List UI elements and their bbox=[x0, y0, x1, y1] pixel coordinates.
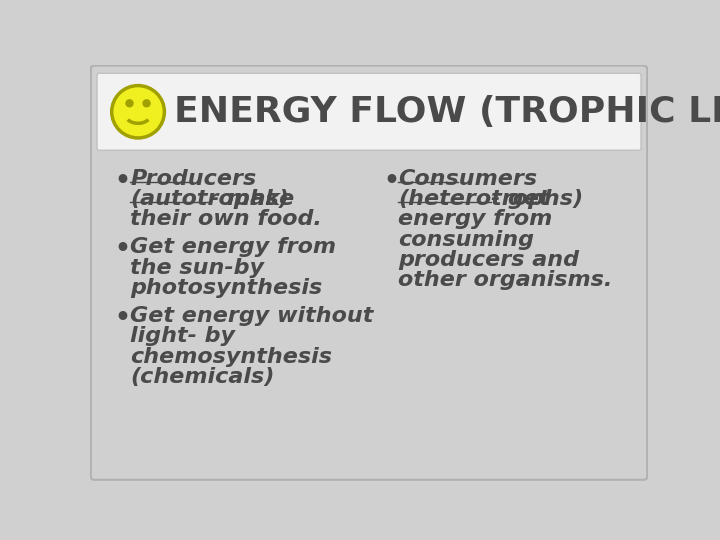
Text: Producers: Producers bbox=[130, 168, 256, 189]
Text: Get energy from: Get energy from bbox=[130, 238, 336, 258]
Text: the sun-by: the sun-by bbox=[130, 258, 264, 278]
Circle shape bbox=[112, 85, 164, 138]
Text: (chemicals): (chemicals) bbox=[130, 367, 274, 387]
Text: •: • bbox=[114, 168, 131, 193]
Text: - get: - get bbox=[491, 189, 550, 209]
FancyBboxPatch shape bbox=[91, 65, 647, 480]
Text: light- by: light- by bbox=[130, 327, 235, 347]
Text: photosynthesis: photosynthesis bbox=[130, 278, 323, 298]
FancyBboxPatch shape bbox=[97, 73, 641, 150]
Circle shape bbox=[126, 100, 133, 107]
Text: other organisms.: other organisms. bbox=[398, 271, 613, 291]
Text: Consumers: Consumers bbox=[398, 168, 538, 189]
Text: - make: - make bbox=[210, 189, 294, 209]
Text: •: • bbox=[114, 238, 131, 261]
Text: their own food.: their own food. bbox=[130, 210, 322, 230]
Text: ENERGY FLOW (TROPHIC LEVELS): ENERGY FLOW (TROPHIC LEVELS) bbox=[174, 95, 720, 129]
Text: chemosynthesis: chemosynthesis bbox=[130, 347, 333, 367]
Text: (autotrophs): (autotrophs) bbox=[130, 189, 289, 209]
Text: (heterotrophs): (heterotrophs) bbox=[398, 189, 584, 209]
Text: Get energy without: Get energy without bbox=[130, 306, 374, 326]
Text: producers and: producers and bbox=[398, 250, 580, 270]
Text: consuming: consuming bbox=[398, 230, 534, 249]
Text: •: • bbox=[383, 168, 399, 193]
Text: •: • bbox=[114, 306, 131, 330]
Circle shape bbox=[143, 100, 150, 107]
Text: energy from: energy from bbox=[398, 210, 553, 230]
